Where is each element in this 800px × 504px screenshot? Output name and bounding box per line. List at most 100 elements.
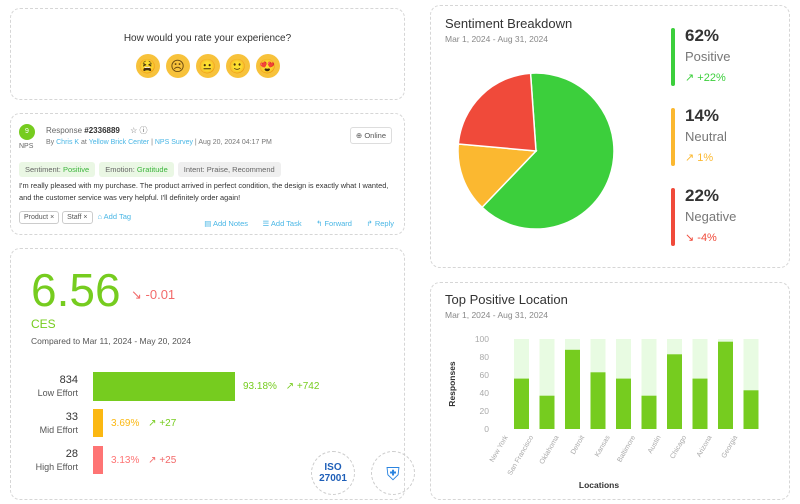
tag-staff[interactable]: Staff ×: [62, 211, 93, 224]
effort-bar: [93, 446, 103, 474]
tag-label: Product: [24, 214, 49, 221]
y-tick-label: 100: [475, 334, 489, 344]
intent-pill-label: Intent:: [183, 165, 205, 174]
x-tick-label: Kansas: [594, 434, 612, 458]
effort-count: 834: [59, 374, 78, 386]
star-icon[interactable]: ☆: [130, 126, 138, 135]
pie-slice-neutral[interactable]: [457, 143, 538, 209]
y-tick-label: 0: [484, 424, 489, 434]
pie-slice-negative[interactable]: [457, 72, 537, 152]
note-icon: ▤: [204, 219, 212, 228]
iso-badge-label: ISO 27001: [319, 462, 347, 484]
info-icon[interactable]: ⓘ: [139, 126, 148, 135]
survey-link[interactable]: NPS Survey: [154, 139, 193, 146]
effort-count: 33: [65, 411, 78, 423]
bar-san-francisco[interactable]: [539, 395, 555, 429]
pie-slice-positive[interactable]: [480, 72, 615, 230]
response-meta: By Chris K at Yellow Brick Center | NPS …: [46, 139, 272, 146]
x-tick-label: Arizona: [696, 434, 714, 458]
author-link[interactable]: Chris K: [56, 139, 80, 146]
sentiment-bar: [671, 108, 675, 166]
channel-label: Online: [364, 131, 386, 140]
forward-label: Forward: [324, 219, 352, 228]
nps-score-badge: 9: [19, 124, 35, 140]
bar-new-york[interactable]: [514, 378, 529, 429]
sentiment-title: Sentiment Breakdown: [445, 16, 573, 31]
bar-oklahoma[interactable]: [565, 349, 580, 429]
add-tag-label: Add Tag: [103, 212, 132, 221]
response-id: #2336889: [84, 126, 120, 135]
effort-pct-group: 3.13% ↗ +25: [111, 455, 176, 466]
iso-badge: ISO 27001: [311, 451, 355, 495]
rating-card: How would you rate your experience? 😫 ☹ 😐 🙂…: [10, 8, 405, 100]
x-axis-label: Locations: [579, 480, 619, 490]
sentiment-pct: 22%: [685, 186, 720, 205]
sentiment-label: Positive: [685, 49, 731, 64]
sentiment-change-value: 1%: [697, 152, 714, 164]
channel-button[interactable]: ⊕ Online: [349, 127, 392, 144]
shield-lock-icon: ⛨: [371, 451, 415, 495]
add-tag-button[interactable]: ⌂ Add Tag: [97, 212, 131, 221]
emoji-bad[interactable]: ☹: [165, 54, 190, 78]
forward-button[interactable]: ↰ Forward: [316, 219, 352, 228]
effort-pct: 3.69%: [111, 418, 140, 429]
bar-baltimore[interactable]: [641, 395, 657, 429]
bar-georgia[interactable]: [743, 390, 759, 429]
remove-tag-icon[interactable]: ×: [83, 214, 88, 221]
bar-arizona[interactable]: [718, 341, 733, 429]
bar-kansas[interactable]: [616, 378, 631, 429]
add-task-label: Add Task: [270, 219, 302, 228]
ces-score: 6.56: [31, 264, 121, 316]
y-tick-label: 20: [480, 406, 490, 416]
sentiment-pill: Sentiment: Positive: [19, 162, 96, 177]
effort-label: Mid Effort: [39, 425, 78, 435]
rating-question: How would you rate your experience?: [123, 33, 292, 44]
forward-icon: ↰: [316, 219, 323, 228]
emoji-good[interactable]: 🙂: [225, 54, 250, 78]
add-notes-label: Add Notes: [213, 219, 249, 228]
ces-compared: Compared to Mar 11, 2024 - May 20, 2024: [31, 336, 192, 346]
emoji-row: 😫 ☹ 😐 🙂 😍: [11, 54, 404, 78]
emoji-love[interactable]: 😍: [255, 54, 280, 78]
effort-bar: [93, 372, 235, 401]
tag-product[interactable]: Product ×: [19, 211, 60, 224]
add-task-button[interactable]: ☰ Add Task: [262, 219, 301, 228]
bar-austin[interactable]: [667, 354, 682, 429]
x-tick-label: Chicago: [669, 434, 688, 460]
bar-chicago[interactable]: [692, 378, 708, 429]
location-card: Top Positive Location Mar 1, 2024 - Aug …: [430, 282, 790, 500]
tag-icon: ⌂: [97, 212, 102, 221]
emoji-very-bad[interactable]: 😫: [135, 54, 160, 78]
intent-pill: Intent: Praise, Recommend: [177, 162, 281, 177]
tag-label: Staff: [67, 214, 82, 221]
emotion-pill-label: Emotion:: [105, 165, 135, 174]
remove-tag-icon[interactable]: ×: [50, 214, 55, 221]
analysis-pills: Sentiment: Positive Emotion: Gratitude Int…: [19, 159, 285, 177]
sentiment-change: ↘ -4%: [685, 231, 717, 244]
x-tick-label: Detroit: [570, 434, 586, 455]
task-icon: ☰: [262, 219, 270, 228]
actions-row: ▤ Add Notes ☰ Add Task ↰ Forward ↱ Reply: [204, 213, 394, 231]
trend-up-icon: ↗: [148, 455, 157, 466]
response-datetime: Aug 20, 2024 04:17 PM: [198, 139, 272, 146]
trend-up-icon: ↗: [148, 418, 157, 429]
bar-detroit[interactable]: [590, 372, 606, 429]
add-notes-button[interactable]: ▤ Add Notes: [204, 219, 248, 228]
location-link[interactable]: Yellow Brick Center: [88, 139, 150, 146]
ces-label: CES: [31, 317, 56, 331]
sentiment-label: Neutral: [685, 129, 727, 144]
sentiment-range: Mar 1, 2024 - Aug 31, 2024: [445, 34, 549, 44]
sentiment-label: Negative: [685, 209, 737, 224]
reply-button[interactable]: ↱ Reply: [366, 219, 394, 228]
effort-pct-group: 3.69% ↗ +27: [111, 418, 176, 429]
sentiment-pct: 14%: [685, 106, 720, 125]
ces-delta: ↘ -0.01: [131, 287, 175, 303]
effort-label: Low Effort: [37, 388, 78, 398]
sentiment-change: ↗ +22%: [685, 71, 726, 84]
sentiment-pie: [457, 72, 615, 230]
emotion-pill-value: Gratitude: [136, 165, 168, 174]
y-axis-label: Responses: [447, 361, 457, 407]
reply-label: Reply: [374, 219, 394, 228]
nps-label: NPS: [19, 143, 34, 150]
emoji-neutral[interactable]: 😐: [195, 54, 220, 78]
